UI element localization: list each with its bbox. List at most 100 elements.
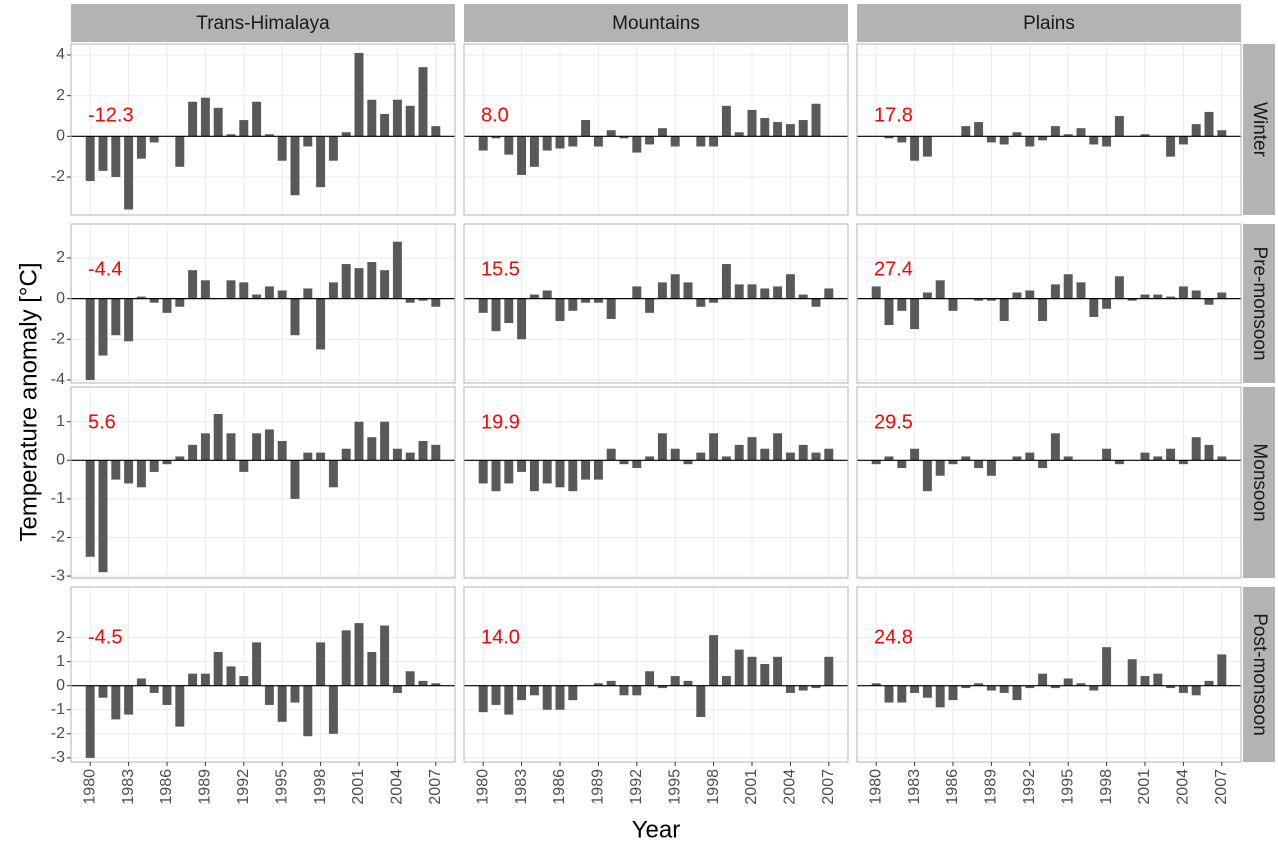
- bar: [721, 676, 731, 686]
- bar: [1038, 136, 1048, 141]
- bar: [1012, 292, 1022, 299]
- bar: [670, 676, 680, 686]
- bar: [1217, 292, 1227, 299]
- bar: [1089, 685, 1099, 691]
- bar: [1089, 136, 1099, 145]
- bar: [303, 136, 313, 147]
- bar: [239, 282, 249, 299]
- bar: [645, 136, 655, 145]
- bar: [1204, 444, 1214, 461]
- bar: [884, 685, 894, 703]
- bar: [1178, 136, 1188, 145]
- bar: [645, 671, 655, 686]
- panel-border: [463, 43, 849, 216]
- row-strip: [1243, 44, 1275, 215]
- column-strip: [71, 4, 455, 42]
- bar: [1012, 456, 1022, 461]
- bar: [657, 433, 667, 461]
- bar: [149, 136, 159, 143]
- bar: [773, 656, 783, 686]
- column-strip: [464, 4, 848, 42]
- bar: [367, 99, 377, 137]
- x-tick-label: 2001: [350, 769, 367, 805]
- bar: [277, 441, 287, 461]
- y-tick-label: 1: [56, 653, 65, 670]
- annotation: 5.6: [88, 411, 116, 433]
- bar: [341, 630, 351, 686]
- bar: [1178, 685, 1188, 693]
- bar: [824, 656, 834, 686]
- bar: [811, 298, 821, 307]
- bar: [303, 685, 313, 737]
- bar: [405, 452, 415, 461]
- x-tick-label: 1983: [513, 769, 530, 805]
- bar: [1166, 136, 1176, 157]
- bar: [670, 274, 680, 299]
- bar: [1178, 460, 1188, 465]
- x-tick-label: 1992: [628, 769, 645, 805]
- bar: [431, 683, 441, 686]
- bar: [910, 448, 920, 461]
- bar: [431, 126, 441, 137]
- bar: [405, 105, 415, 137]
- bar: [367, 262, 377, 299]
- bar: [418, 67, 428, 137]
- bar: [961, 685, 971, 689]
- bar: [542, 290, 552, 299]
- bar: [252, 642, 262, 686]
- bar: [98, 460, 108, 573]
- bar: [328, 136, 338, 161]
- annotation: -12.3: [88, 104, 134, 126]
- bar: [517, 298, 527, 340]
- bar: [504, 460, 514, 484]
- bar: [303, 452, 313, 461]
- bar: [290, 136, 300, 196]
- bar: [785, 685, 795, 693]
- bar: [200, 673, 210, 686]
- bar: [316, 136, 326, 188]
- bar: [1153, 456, 1163, 461]
- bar: [824, 448, 834, 461]
- bar: [721, 264, 731, 299]
- bar: [504, 298, 514, 324]
- bar: [1114, 115, 1124, 137]
- bar: [124, 136, 134, 210]
- bar: [431, 444, 441, 461]
- bar: [213, 651, 223, 686]
- bar: [392, 685, 402, 693]
- panel-border: [463, 386, 849, 579]
- bar: [478, 136, 488, 151]
- x-tick-label: 1980: [867, 769, 884, 805]
- annotation: 19.9: [481, 411, 520, 433]
- bar: [1166, 296, 1176, 299]
- x-tick-label: 1992: [235, 769, 252, 805]
- bar: [149, 460, 159, 472]
- panel-background: [71, 587, 455, 762]
- bar: [200, 97, 210, 137]
- bar: [1166, 685, 1176, 689]
- bar: [1025, 136, 1035, 147]
- bar: [555, 298, 565, 321]
- panel-border: [856, 223, 1242, 384]
- bar: [529, 294, 539, 299]
- x-tick-label: 1980: [474, 769, 491, 805]
- bar: [1050, 433, 1060, 461]
- bar: [1204, 298, 1214, 305]
- bar: [555, 460, 565, 488]
- bar: [354, 623, 364, 686]
- bar: [1025, 452, 1035, 461]
- bar: [239, 120, 249, 137]
- bar: [124, 685, 134, 715]
- bar: [136, 296, 146, 299]
- bar: [162, 460, 172, 465]
- bar: [200, 280, 210, 299]
- bar: [568, 685, 578, 701]
- annotation: 8.0: [481, 104, 509, 126]
- bar: [619, 685, 629, 696]
- row-strip: [1243, 587, 1275, 762]
- bar: [709, 635, 719, 686]
- bar: [785, 124, 795, 137]
- bar: [392, 241, 402, 299]
- y-tick-label: -3: [51, 567, 65, 584]
